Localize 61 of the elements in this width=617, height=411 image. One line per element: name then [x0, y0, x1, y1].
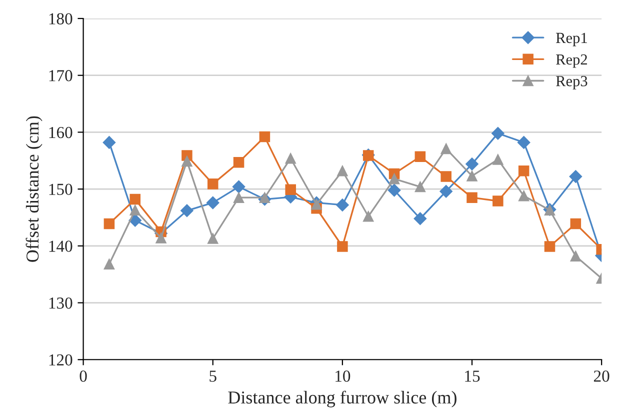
point: [182, 156, 192, 167]
point: [232, 180, 246, 194]
y-axis-title: Offset distance (cm): [26, 116, 42, 262]
point: [104, 258, 115, 270]
point: [156, 232, 166, 244]
x-tick-label: 15: [465, 370, 480, 382]
point: [337, 241, 348, 252]
legend-label: Rep3: [556, 76, 588, 90]
point: [440, 171, 452, 182]
y-tick-label: 120: [49, 354, 72, 366]
y-tick-label: 160: [49, 126, 72, 138]
x-tick-label: 5: [210, 370, 216, 382]
y-tick-label: 140: [49, 240, 72, 252]
point: [207, 178, 218, 190]
point: [130, 194, 141, 205]
point: [518, 165, 530, 176]
point: [388, 184, 401, 197]
point: [440, 143, 452, 154]
point: [414, 212, 427, 226]
point: [544, 241, 556, 252]
point: [492, 196, 504, 206]
point: [440, 184, 453, 198]
point: [206, 196, 220, 210]
y-tick-label: 130: [49, 297, 72, 309]
point: [570, 218, 582, 230]
point: [233, 192, 244, 203]
point: [337, 165, 348, 176]
y-tick-label: 180: [49, 13, 72, 24]
point: [388, 173, 400, 184]
point: [285, 184, 296, 196]
point: [102, 136, 116, 149]
x-tick-label: 10: [336, 370, 350, 382]
point: [336, 198, 349, 212]
point: [259, 131, 270, 142]
point: [492, 126, 504, 140]
point: [130, 204, 141, 216]
x-tick-label: 20: [594, 370, 610, 382]
point: [518, 190, 530, 202]
point: [414, 181, 426, 192]
point: [517, 136, 530, 149]
point: [414, 151, 426, 162]
legend-label: Rep1: [556, 32, 587, 46]
point: [466, 170, 478, 182]
point: [259, 192, 270, 203]
point: [311, 199, 322, 210]
point: [362, 210, 374, 222]
point: [466, 192, 478, 203]
point: [570, 250, 582, 262]
x-tick-label: 0: [80, 370, 87, 382]
point: [104, 218, 115, 230]
x-axis-title: Distance along furrow slice (m): [228, 390, 456, 408]
point: [180, 204, 194, 218]
point: [492, 154, 504, 165]
y-tick-label: 150: [49, 184, 72, 196]
point: [569, 170, 582, 183]
point: [207, 233, 218, 244]
y-tick-label: 170: [49, 70, 72, 82]
point: [285, 152, 296, 164]
point: [466, 158, 478, 170]
point: [233, 156, 244, 168]
legend-label: Rep2: [556, 54, 587, 68]
